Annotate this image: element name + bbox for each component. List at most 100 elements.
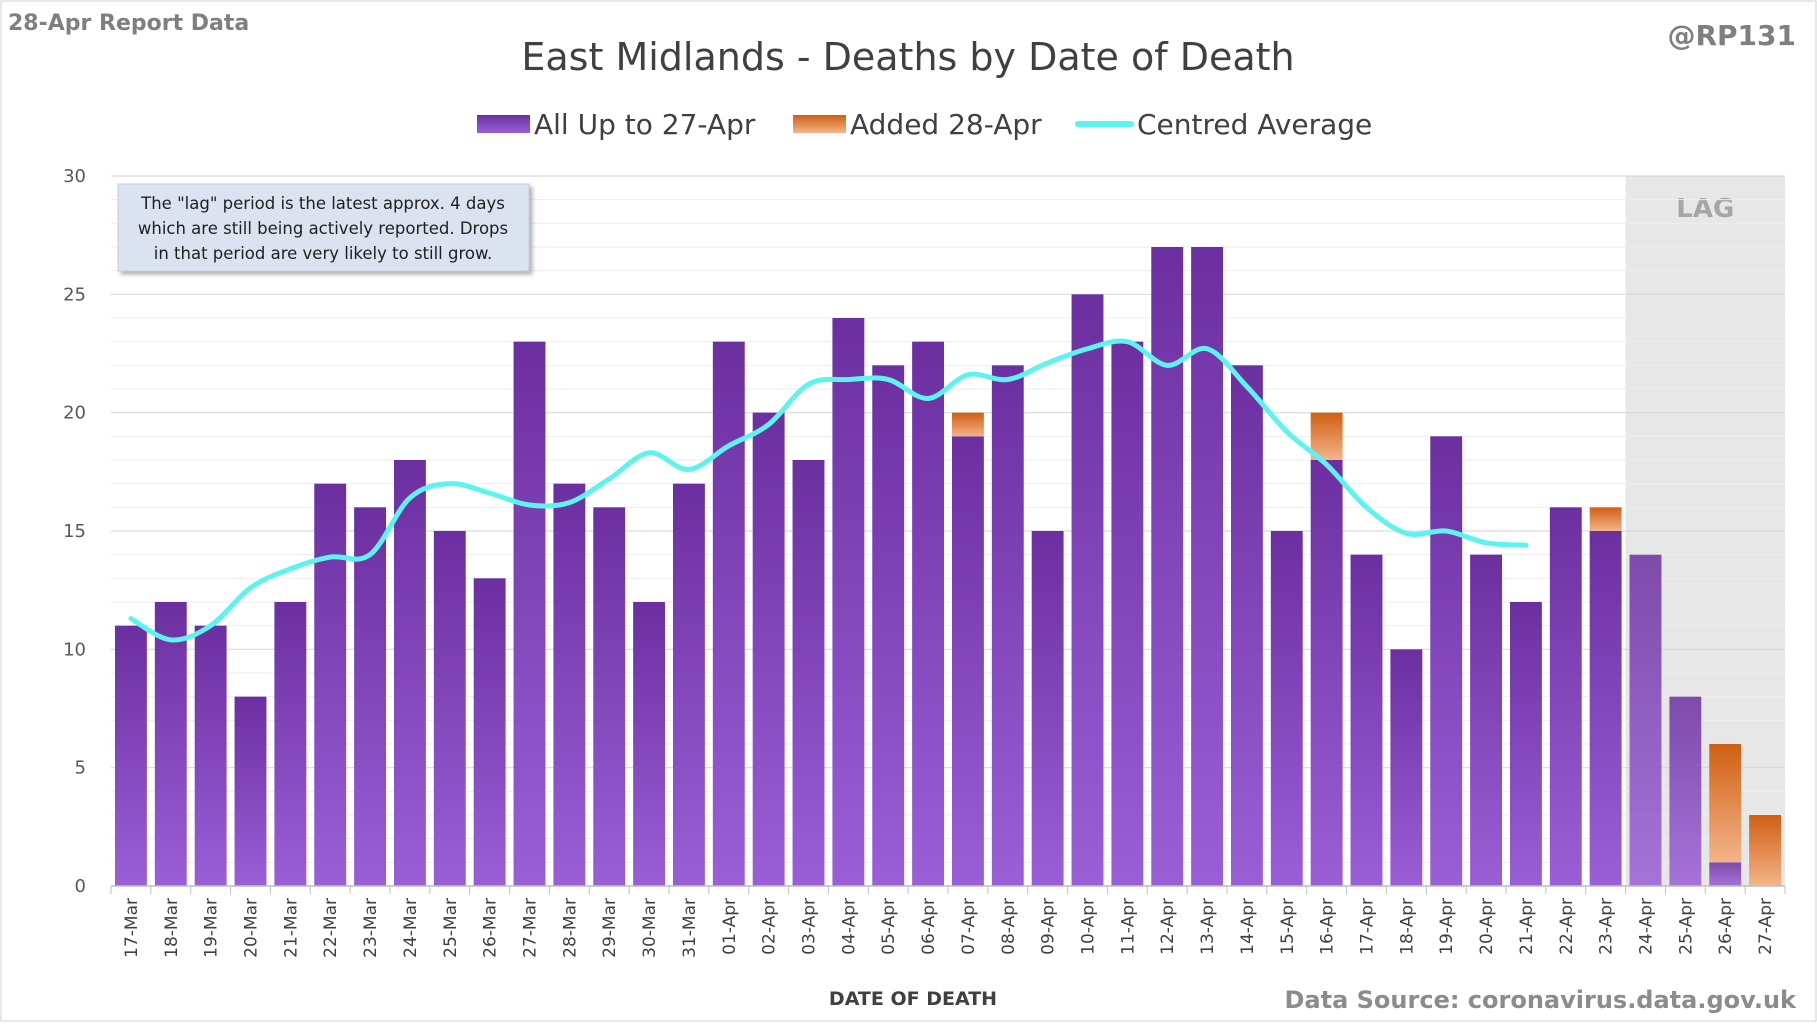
- centred-average-line: [128, 338, 1529, 643]
- x-tick-label: 17-Mar: [122, 898, 142, 958]
- y-tick-label: 0: [75, 876, 86, 897]
- bar-all-up-to-27-apr: [1191, 247, 1224, 886]
- bar-all-up-to-27-apr: [433, 531, 466, 886]
- bar-all-up-to-27-apr: [234, 696, 267, 886]
- x-tick-label: 21-Apr: [1517, 898, 1537, 955]
- legend-label-centred-average: Centred Average: [1137, 108, 1372, 141]
- bar-all-up-to-27-apr: [473, 578, 506, 886]
- bar-all-up-to-27-apr: [154, 602, 187, 886]
- annotation-line-1: The "lag" period is the latest approx. 4…: [140, 194, 505, 213]
- x-tick-label: 09-Apr: [1039, 898, 1059, 955]
- y-tick-label: 20: [63, 403, 86, 424]
- bar-all-up-to-27-apr: [114, 625, 147, 886]
- x-tick-label: 24-Mar: [401, 898, 421, 958]
- x-tick-label: 26-Apr: [1716, 898, 1736, 955]
- legend-label-all-up-to-27-apr: All Up to 27-Apr: [534, 108, 756, 141]
- x-tick-label: 07-Apr: [959, 898, 979, 955]
- bar-all-up-to-27-apr: [194, 625, 227, 886]
- x-tick-label: 03-Apr: [800, 898, 820, 955]
- x-tick-label: 08-Apr: [999, 898, 1019, 955]
- x-tick-label: 04-Apr: [839, 898, 859, 955]
- x-tick-label: 05-Apr: [879, 898, 899, 955]
- x-tick-label: 23-Apr: [1597, 898, 1617, 955]
- x-tick-label: 25-Apr: [1676, 898, 1696, 955]
- bar-all-up-to-27-apr: [314, 483, 347, 886]
- x-tick-label: 20-Mar: [242, 898, 262, 958]
- bar-all-up-to-27-apr: [792, 460, 825, 886]
- bar-added-28-apr: [1749, 815, 1782, 886]
- bar-all-up-to-27-apr: [1709, 862, 1742, 886]
- data-source: Data Source: coronavirus.data.gov.uk: [1285, 986, 1798, 1014]
- bar-all-up-to-27-apr: [1470, 554, 1503, 886]
- x-tick-label: 17-Apr: [1358, 898, 1378, 955]
- x-tick-label: 14-Apr: [1238, 898, 1258, 955]
- y-tick-label: 10: [63, 639, 86, 660]
- bar-all-up-to-27-apr: [1310, 460, 1343, 886]
- bar-all-up-to-27-apr: [1111, 341, 1144, 887]
- bar-added-28-apr: [1709, 744, 1742, 863]
- bar-all-up-to-27-apr: [1350, 554, 1383, 886]
- y-tick-label: 25: [63, 284, 86, 305]
- bar-all-up-to-27-apr: [1151, 247, 1184, 886]
- bar-all-up-to-27-apr: [672, 483, 705, 886]
- bar-all-up-to-27-apr: [274, 602, 307, 886]
- y-tick-label: 15: [63, 521, 86, 542]
- bar-all-up-to-27-apr: [354, 507, 387, 886]
- legend-swatch-added-28-apr: [793, 115, 846, 133]
- x-tick-label: 28-Mar: [560, 898, 580, 958]
- x-tick-label: 27-Apr: [1756, 898, 1776, 955]
- x-tick-label: 02-Apr: [760, 898, 780, 955]
- x-tick-label: 30-Mar: [640, 898, 660, 958]
- bar-all-up-to-27-apr: [752, 412, 785, 886]
- x-tick-label: 31-Mar: [680, 898, 700, 958]
- bar-all-up-to-27-apr: [593, 507, 626, 886]
- author-label: @RP131: [1667, 19, 1796, 52]
- annotation-line-2: which are still being actively reported.…: [138, 219, 508, 238]
- x-tick-label: 13-Apr: [1198, 898, 1218, 955]
- x-tick-label: 26-Mar: [481, 898, 501, 958]
- bar-added-28-apr: [1310, 412, 1343, 460]
- bar-all-up-to-27-apr: [951, 436, 984, 886]
- bar-all-up-to-27-apr: [1071, 294, 1104, 886]
- x-tick-label: 24-Apr: [1637, 898, 1657, 955]
- bar-all-up-to-27-apr: [832, 318, 865, 886]
- bar-all-up-to-27-apr: [1430, 436, 1463, 886]
- x-tick-label: 27-Mar: [521, 898, 541, 958]
- lag-label: LAG: [1676, 194, 1734, 224]
- bar-all-up-to-27-apr: [872, 365, 905, 886]
- bar-all-up-to-27-apr: [1629, 554, 1662, 886]
- bar-all-up-to-27-apr: [912, 341, 945, 887]
- x-tick-label: 20-Apr: [1477, 898, 1497, 955]
- y-tick-label: 30: [63, 166, 86, 187]
- legend-swatch-all-up-to-27-apr: [477, 115, 530, 133]
- x-tick-label: 19-Apr: [1437, 898, 1457, 955]
- bar-all-up-to-27-apr: [1230, 365, 1263, 886]
- x-tick-label: 16-Apr: [1318, 898, 1338, 955]
- x-tick-label: 23-Mar: [361, 898, 381, 958]
- x-tick-label: 29-Mar: [600, 898, 620, 958]
- bar-all-up-to-27-apr: [633, 602, 666, 886]
- bar-all-up-to-27-apr: [1509, 602, 1542, 886]
- x-tick-label: 06-Apr: [919, 898, 939, 955]
- x-tick-label: 12-Apr: [1158, 898, 1178, 955]
- bar-all-up-to-27-apr: [513, 341, 546, 887]
- x-tick-label: 19-Mar: [202, 898, 222, 958]
- bar-all-up-to-27-apr: [1669, 696, 1702, 886]
- x-tick-label: 15-Apr: [1278, 898, 1298, 955]
- bar-added-28-apr: [951, 412, 984, 437]
- chart-title: East Midlands - Deaths by Date of Death: [521, 35, 1294, 79]
- report-label: 28-Apr Report Data: [8, 11, 249, 36]
- legend-label-added-28-apr: Added 28-Apr: [850, 108, 1042, 141]
- x-tick-label: 22-Apr: [1557, 898, 1577, 955]
- x-tick-label: 01-Apr: [720, 898, 740, 955]
- annotation-box-bg: [117, 183, 530, 272]
- bar-all-up-to-27-apr: [712, 341, 745, 887]
- bar-all-up-to-27-apr: [393, 460, 426, 886]
- y-tick-label: 5: [75, 758, 86, 779]
- x-tick-label: 25-Mar: [441, 898, 461, 958]
- bar-all-up-to-27-apr: [553, 483, 586, 886]
- x-tick-label: 10-Apr: [1079, 898, 1099, 955]
